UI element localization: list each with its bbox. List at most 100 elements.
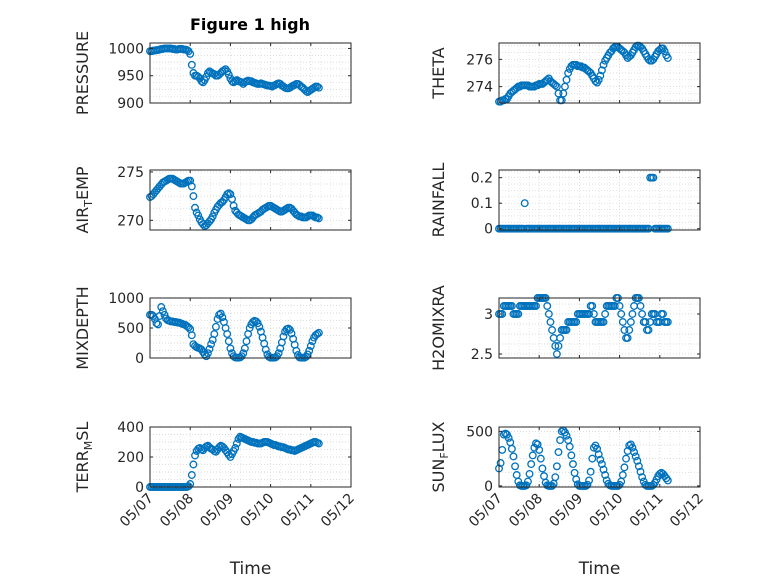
y-axis-label-main: THETA <box>429 47 448 99</box>
data-point <box>663 476 672 485</box>
axes-frame <box>498 169 701 231</box>
data-point <box>551 473 560 482</box>
y-tick-label: 0 <box>135 351 144 367</box>
data-point <box>514 310 523 318</box>
data-point <box>631 452 640 461</box>
y-axis-label: MIXDEPTH <box>73 286 92 369</box>
data-point <box>535 445 544 454</box>
y-tick-label: 1000 <box>108 41 144 57</box>
data-point <box>154 320 162 329</box>
data-point <box>314 439 323 448</box>
data-point <box>255 322 264 331</box>
subplot-8: 0 500 05/07 05/08 05/09 05/10 05/11 05/12 Time SU… <box>429 421 707 579</box>
data-point <box>644 326 653 334</box>
data-point <box>583 480 592 489</box>
data-point <box>599 465 608 474</box>
y-tick-label: 500 <box>117 321 144 337</box>
data-point <box>610 302 619 310</box>
data-point <box>660 47 669 56</box>
subplot-5: 0 500 1000 MIXDEPTH <box>73 286 352 370</box>
data-point <box>191 451 199 460</box>
x-tick-label: 05/09 <box>197 491 237 531</box>
data-point <box>628 310 637 318</box>
data-point <box>599 60 608 69</box>
data-point <box>663 54 672 62</box>
subplot-7: 0 200 400 05/07 05/08 05/09 05/10 05/11 05/12 Tim… <box>73 420 358 579</box>
data-point <box>544 310 553 318</box>
data-point <box>662 474 671 483</box>
data-point <box>231 444 240 452</box>
data-point <box>659 310 667 318</box>
axes-frame <box>498 426 701 488</box>
data-point <box>279 332 288 341</box>
x-axis-label: Time <box>578 559 621 579</box>
data-point <box>572 475 581 484</box>
data-point <box>528 451 537 460</box>
data-point <box>649 173 658 182</box>
data-point <box>496 459 505 467</box>
data-point <box>218 313 227 322</box>
y-axis-label-tail: SL <box>73 422 92 441</box>
data-point <box>601 471 610 479</box>
y-axis-label: AIRTEMP <box>73 166 95 233</box>
data-point <box>630 448 639 457</box>
subplot-6: 2.5 3 H2OMIXRA <box>429 285 701 371</box>
data-point <box>638 473 647 482</box>
data-point <box>569 460 577 469</box>
data-point <box>625 326 634 334</box>
data-point <box>199 220 208 229</box>
y-tick-label: 400 <box>117 420 144 436</box>
data-point <box>551 81 560 90</box>
data-point <box>554 342 563 350</box>
data-point <box>532 302 540 310</box>
data-point <box>634 462 643 471</box>
y-axis-label: TERRMSL <box>73 422 95 494</box>
data-point <box>520 199 529 208</box>
data-point <box>626 318 635 326</box>
data-point <box>556 334 565 342</box>
data-point <box>509 452 518 461</box>
data-point <box>211 322 220 331</box>
data-point <box>245 324 254 332</box>
y-axis-label-main: TERR <box>73 450 92 493</box>
subplot-2: 274 276 THETA <box>429 41 701 106</box>
y-tick-label: 274 <box>466 80 493 96</box>
data-point <box>554 448 563 457</box>
data-point <box>305 346 314 355</box>
x-tick-label: 05/07 <box>117 491 157 531</box>
data-point <box>210 330 219 338</box>
data-point <box>208 212 217 221</box>
data-point <box>205 345 214 353</box>
data-point <box>287 329 296 338</box>
data-point <box>527 460 536 469</box>
subplot-1: 900 950 1000 PRESSURE <box>73 31 352 115</box>
data-point <box>313 330 322 338</box>
data-point <box>594 450 603 459</box>
data-point <box>552 350 561 358</box>
data-point <box>158 307 167 316</box>
y-axis-label-main: H2OMIXRA <box>429 285 448 371</box>
y-axis-label-main: RAINFALL <box>429 163 448 238</box>
data-point <box>599 318 608 326</box>
y-axis-label: SUNFLUX <box>429 421 451 492</box>
data-point <box>308 337 317 346</box>
data-point <box>189 192 198 201</box>
y-tick-label: 275 <box>117 165 144 181</box>
y-axis-label: RAINFALL <box>429 163 448 238</box>
data-point <box>242 337 251 346</box>
y-axis-label-subscript: F <box>438 452 451 458</box>
data-point <box>285 325 294 334</box>
data-point <box>253 319 262 328</box>
y-tick-label: 900 <box>117 96 144 112</box>
y-tick-label: 200 <box>117 450 144 466</box>
data-point <box>663 318 672 326</box>
data-point <box>522 481 531 490</box>
data-point <box>187 471 196 479</box>
data-point <box>523 477 532 486</box>
x-tick-label: 05/09 <box>546 491 586 531</box>
data-point <box>620 463 629 472</box>
data-point <box>597 66 606 75</box>
data-point <box>314 83 323 92</box>
